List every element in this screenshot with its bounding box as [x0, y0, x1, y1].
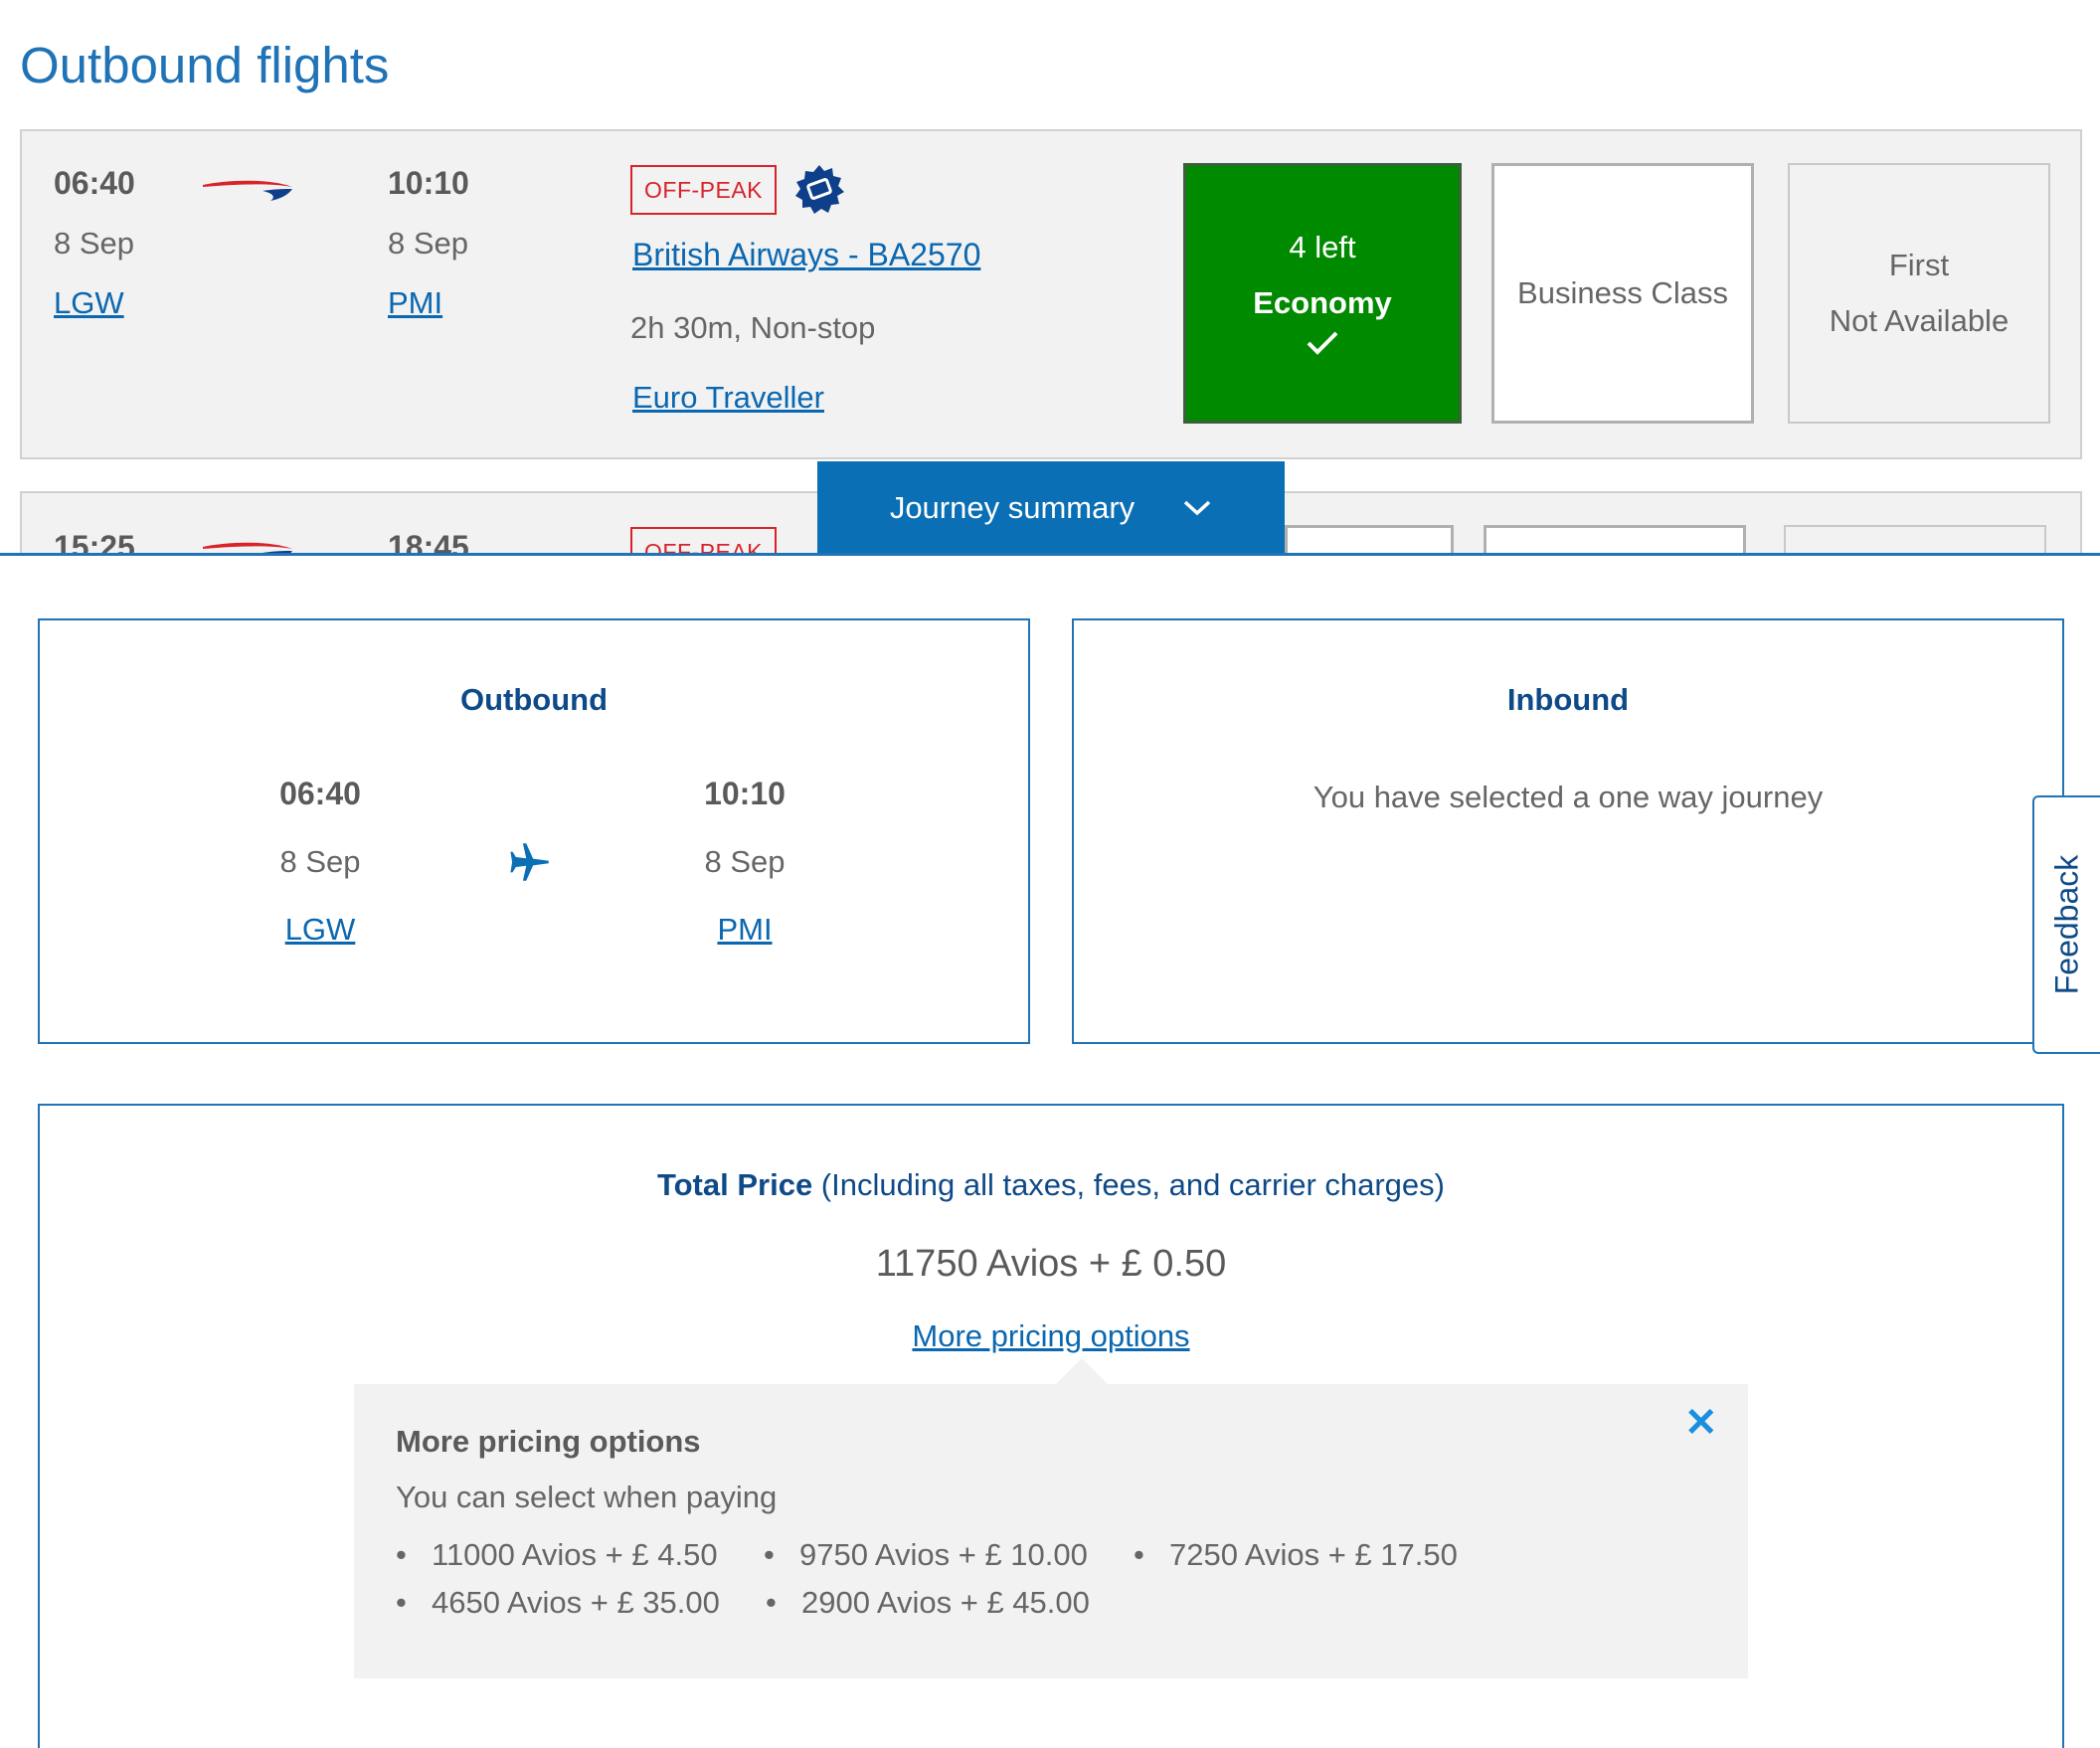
- popover-subtitle: You can select when paying: [396, 1480, 778, 1514]
- total-price-note: (Including all taxes, fees, and carrier …: [812, 1167, 1445, 1202]
- outbound-summary: Outbound 06:40 8 Sep LGW 10:10 8 Sep PMI: [38, 618, 1030, 1044]
- feedback-button[interactable]: Feedback: [2032, 795, 2100, 1054]
- one-way-message: You have selected a one way journey: [1312, 780, 1824, 814]
- flight-duration: 2h 30m, Non-stop: [630, 310, 876, 345]
- pricing-option: 4650 Avios + £ 35.00: [396, 1585, 720, 1621]
- offpeak-badge: OFF-PEAK: [630, 527, 778, 555]
- business-fare-button[interactable]: Business Class: [1491, 163, 1754, 424]
- economy-fare-button[interactable]: [1285, 525, 1454, 555]
- journey-summary-toggle[interactable]: Journey summary: [817, 461, 1285, 555]
- business-label: Business Class: [1517, 275, 1728, 310]
- total-price-label: Total Price (Including all taxes, fees, …: [40, 1167, 2062, 1203]
- total-price-value: 11750 Avios + £ 0.50: [875, 1243, 1227, 1285]
- checkmark-icon: [1307, 331, 1338, 355]
- summary-departure: 06:40 8 Sep LGW: [221, 776, 420, 948]
- depart-date: 8 Sep: [279, 844, 361, 879]
- summary-arrival: 10:10 8 Sep PMI: [645, 776, 844, 948]
- flight-card: 06:40 8 Sep LGW 10:10 8 Sep PMI OFF-PEAK…: [20, 129, 2082, 459]
- offpeak-badge: OFF-PEAK: [630, 165, 778, 215]
- first-status: Not Available: [1829, 303, 2010, 338]
- arrive-time: 10:10: [704, 776, 786, 811]
- summary-divider: [0, 553, 2100, 556]
- plane-icon: [510, 843, 549, 881]
- first-fare-box: First Not Available: [1788, 163, 2050, 424]
- arrive-date: 8 Sep: [704, 844, 786, 879]
- feedback-label: Feedback: [2048, 854, 2085, 995]
- depart-airport-link[interactable]: LGW: [54, 285, 124, 320]
- economy-label: Economy: [1253, 285, 1392, 320]
- cabin-name-link[interactable]: Euro Traveller: [632, 380, 824, 415]
- inbound-summary: Inbound You have selected a one way jour…: [1072, 618, 2064, 1044]
- depart-time: 06:40: [279, 776, 361, 811]
- outbound-heading: Outbound: [459, 682, 609, 717]
- inbound-heading: Inbound: [1506, 682, 1630, 717]
- departure-info: 06:40 8 Sep LGW: [54, 165, 135, 321]
- flight-number-link[interactable]: British Airways - BA2570: [632, 237, 981, 272]
- arrive-date: 8 Sep: [388, 226, 469, 261]
- ba-speedmarque-icon: [203, 180, 292, 201]
- arrive-airport-link[interactable]: PMI: [717, 912, 773, 947]
- total-price-panel: Total Price (Including all taxes, fees, …: [38, 1104, 2064, 1748]
- depart-date: 8 Sep: [54, 226, 135, 261]
- pricing-option: 9750 Avios + £ 10.00: [764, 1537, 1088, 1573]
- depart-airport-link[interactable]: LGW: [284, 912, 356, 947]
- arrival-info: 10:10 8 Sep PMI: [388, 165, 469, 321]
- avios-reward-icon: [795, 165, 844, 214]
- total-price-title: Total Price: [656, 1167, 813, 1202]
- more-pricing-options-link[interactable]: More pricing options: [912, 1318, 1190, 1353]
- pricing-options-popover: ✕ More pricing options You can select wh…: [354, 1358, 1748, 1678]
- journey-summary-label: Journey summary: [889, 490, 1136, 525]
- chevron-down-icon: [1183, 500, 1211, 516]
- pricing-option: 2900 Avios + £ 45.00: [766, 1585, 1090, 1621]
- depart-time: 06:40: [54, 165, 135, 201]
- first-label: First: [1888, 248, 1950, 282]
- page-title: Outbound flights: [20, 37, 390, 93]
- pricing-option: 11000 Avios + £ 4.50: [396, 1537, 718, 1573]
- popover-title: More pricing options: [396, 1424, 701, 1459]
- popover-arrow: [1056, 1358, 1108, 1384]
- arrive-airport-link[interactable]: PMI: [388, 285, 443, 320]
- close-icon[interactable]: ✕: [1684, 1401, 1718, 1445]
- seats-left: 4 left: [1289, 230, 1356, 264]
- pricing-option: 7250 Avios + £ 17.50: [1134, 1537, 1458, 1573]
- depart-time: 15:25: [54, 529, 135, 555]
- first-fare-box: [1784, 525, 2046, 555]
- arrive-time: 18:45: [388, 529, 469, 555]
- economy-fare-button[interactable]: 4 left Economy: [1183, 163, 1462, 424]
- arrive-time: 10:10: [388, 165, 469, 201]
- business-fare-button[interactable]: [1484, 525, 1746, 555]
